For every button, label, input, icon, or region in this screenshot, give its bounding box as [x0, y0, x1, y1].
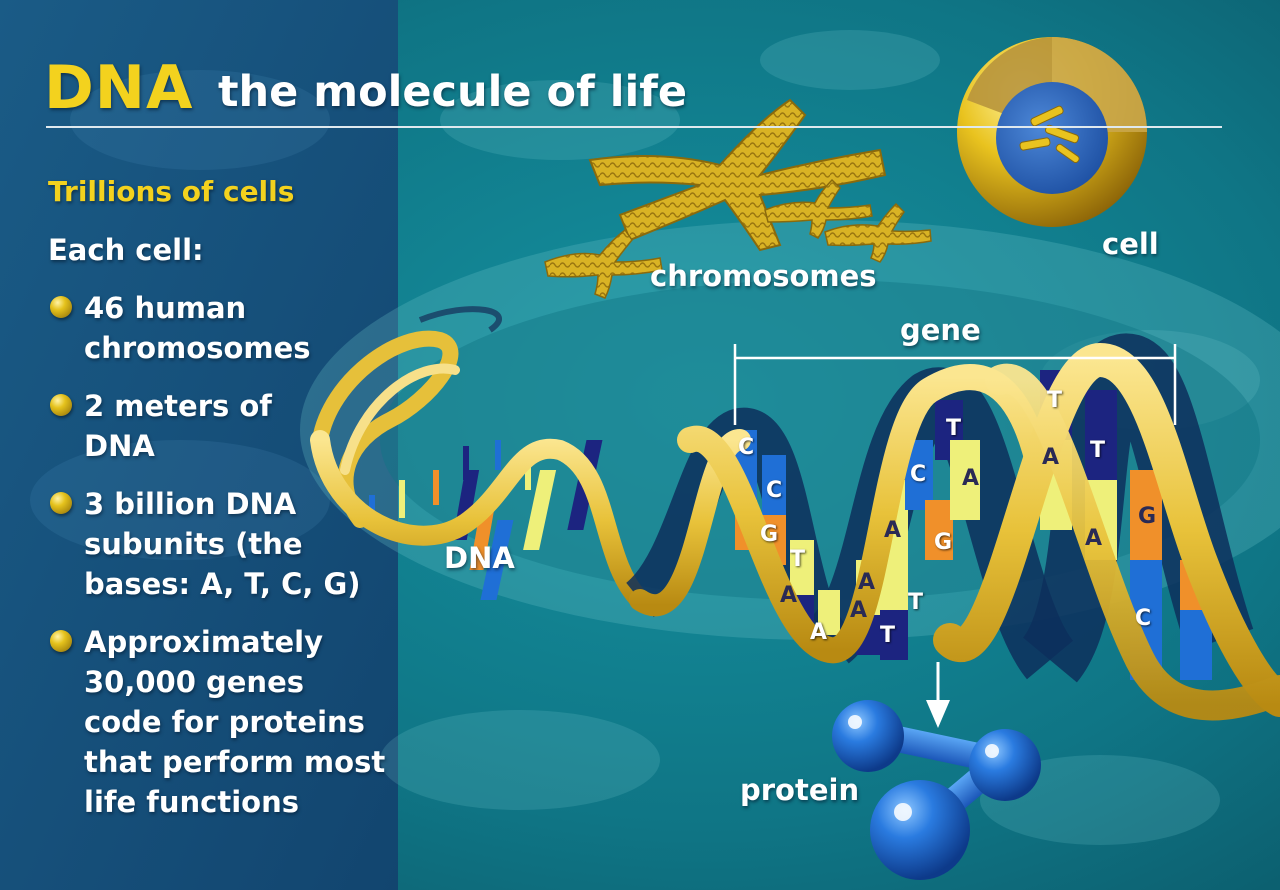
base-letter: G — [1138, 504, 1157, 529]
subheading: Trillions of cells — [48, 175, 295, 208]
base-letter: C — [910, 462, 927, 487]
base-letter: T — [880, 623, 896, 648]
list-item: 46 human chromosomes — [48, 288, 385, 368]
base-letter: T — [946, 416, 962, 441]
list-item-line: 46 human — [84, 291, 247, 325]
bullet-icon — [50, 492, 72, 514]
list-item-line: life functions — [84, 785, 299, 819]
label-gene: gene — [900, 313, 981, 347]
gene-bracket — [733, 344, 1177, 425]
bullet-icon — [50, 630, 72, 652]
list-item-line: that perform most — [84, 745, 386, 779]
list-item-line: DNA — [84, 429, 155, 463]
base-letter: A — [850, 598, 868, 623]
base-letter: C — [738, 435, 755, 460]
base-letter: A — [884, 518, 902, 543]
base-letter: A — [858, 570, 876, 595]
list-item-line: code for proteins — [84, 705, 365, 739]
base-letter: T — [790, 547, 806, 572]
list-item: Approximately 30,000 genes code for prot… — [48, 622, 385, 822]
base-letter: T — [908, 590, 924, 615]
chromosome-small-1 — [544, 228, 663, 299]
bullet-icon — [50, 394, 72, 416]
fact-list: 46 human chromosomes 2 meters of DNA 3 b… — [48, 288, 385, 840]
list-item-line: chromosomes — [84, 331, 311, 365]
base-letter: A — [1042, 445, 1060, 470]
list-item-line: 2 meters of — [84, 389, 272, 423]
list-item-line: 30,000 genes — [84, 665, 305, 699]
base-letter: A — [1085, 526, 1103, 551]
list-item-line: Approximately — [84, 625, 323, 659]
title-text: the molecule of life — [218, 67, 688, 117]
chromosome-small-3 — [824, 202, 932, 263]
list-item-line: bases: A, T, C, G) — [84, 567, 361, 601]
label-protein: protein — [740, 773, 860, 807]
bullet-icon — [50, 296, 72, 318]
base-letter: T — [1090, 438, 1106, 463]
label-dna: DNA — [444, 541, 515, 575]
base-letter: A — [810, 620, 828, 645]
title-highlight: DNA — [44, 53, 194, 123]
base-letter: C — [1135, 606, 1152, 631]
intro-text: Each cell: — [48, 233, 204, 267]
base-letter: A — [780, 583, 798, 608]
cell-sphere — [957, 37, 1147, 227]
label-chromosomes: chromosomes — [650, 259, 877, 293]
label-cell: cell — [1102, 227, 1159, 261]
chromosome-small-2 — [764, 178, 873, 239]
base-letter: A — [962, 466, 980, 491]
base-letter: G — [760, 522, 779, 547]
base-letter: T — [1047, 388, 1063, 413]
chromosome-large — [588, 98, 887, 252]
list-item: 3 billion DNA subunits (the bases: A, T,… — [48, 484, 385, 604]
list-item-line: 3 billion DNA — [84, 487, 297, 521]
list-item: 2 meters of DNA — [48, 386, 385, 466]
protein-molecule — [832, 700, 1041, 880]
title-divider — [46, 126, 1222, 128]
arrow-down-icon — [926, 662, 950, 728]
list-item-line: subunits (the — [84, 527, 303, 561]
dna-helix — [310, 306, 1280, 721]
base-letter: G — [934, 530, 953, 555]
base-letter: C — [766, 478, 783, 503]
